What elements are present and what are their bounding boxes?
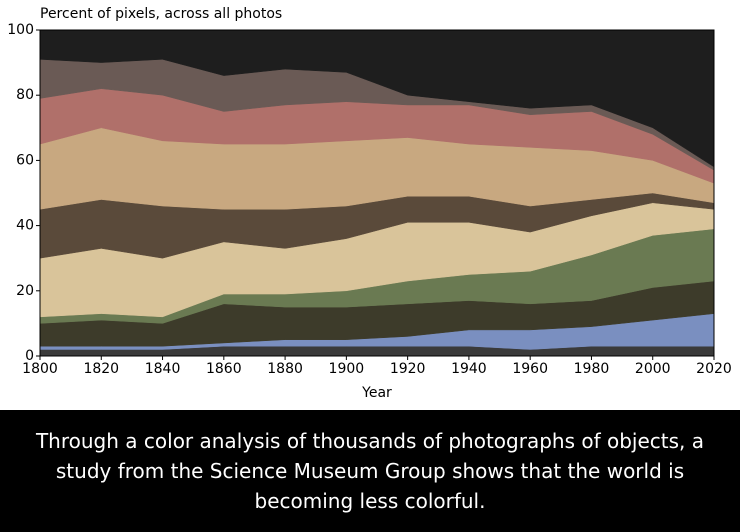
- y-tick-label: 80: [16, 87, 34, 103]
- x-tick-label: 1880: [267, 361, 303, 377]
- x-tick-label: 1820: [83, 361, 119, 377]
- x-tick-label: 1840: [145, 361, 181, 377]
- x-tick-label: 1960: [512, 361, 548, 377]
- plot-frame: [39, 29, 715, 357]
- chart-title: Percent of pixels, across all photos: [40, 6, 282, 22]
- x-tick-label: 1940: [451, 361, 487, 377]
- x-tick-label: 1900: [329, 361, 365, 377]
- x-tick-label: 2020: [696, 361, 732, 377]
- x-tick-label: 1860: [206, 361, 242, 377]
- y-tick-label: 20: [16, 283, 34, 299]
- y-tick-label: 40: [16, 218, 34, 234]
- caption: Through a color analysis of thousands of…: [0, 410, 740, 532]
- x-tick-label: 2000: [635, 361, 671, 377]
- chart: Percent of pixels, across all photos Yea…: [7, 6, 732, 401]
- y-tick-label: 60: [16, 152, 34, 168]
- x-tick-label: 1800: [22, 361, 58, 377]
- y-tick-label: 100: [7, 22, 34, 38]
- x-tick-label: 1920: [390, 361, 426, 377]
- y-tick-label: 0: [25, 348, 34, 364]
- x-axis-label: Year: [361, 385, 392, 401]
- x-tick-label: 1980: [574, 361, 610, 377]
